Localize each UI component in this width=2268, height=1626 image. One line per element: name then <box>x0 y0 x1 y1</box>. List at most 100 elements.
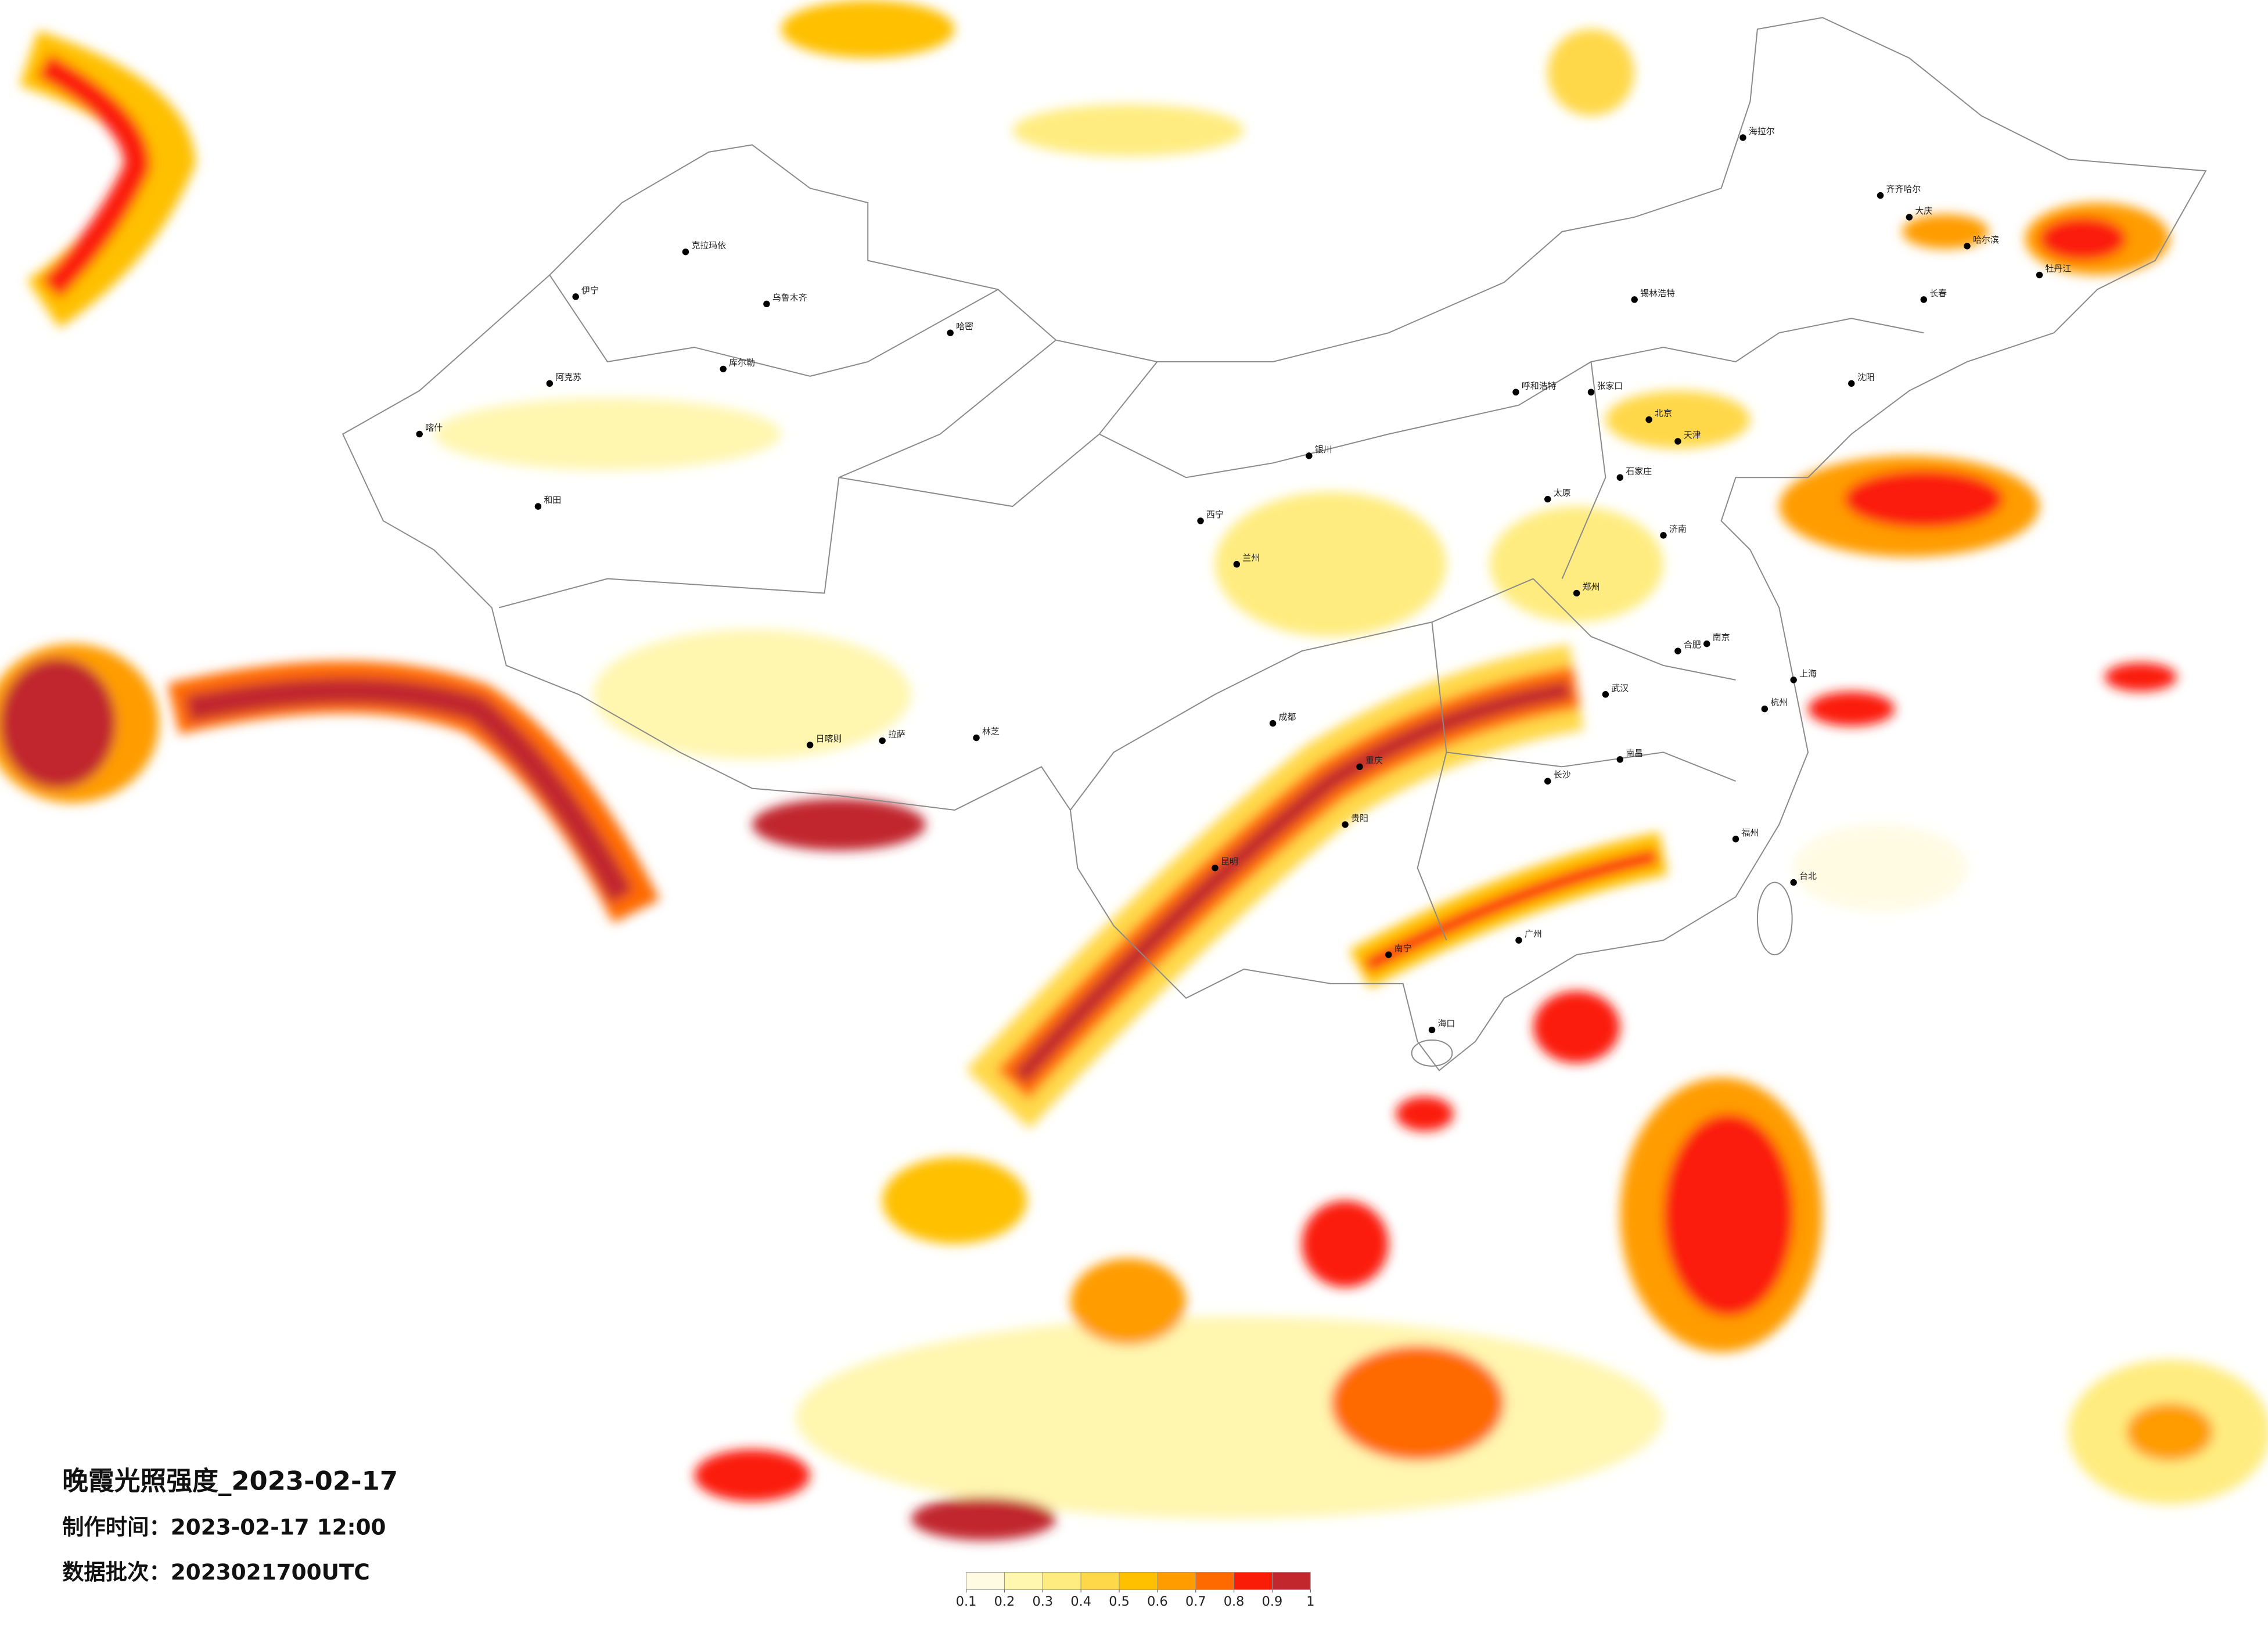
city-label: 张家口 <box>1597 380 1623 391</box>
city-dot <box>720 365 727 373</box>
legend-swatch <box>1157 1571 1196 1590</box>
legend-swatch <box>1234 1571 1273 1590</box>
city-label: 昆明 <box>1221 857 1238 867</box>
city-label: 北京 <box>1655 408 1672 419</box>
legend-tick-label: 0.9 <box>1262 1594 1283 1609</box>
legend-swatch <box>1195 1571 1235 1590</box>
city-dot <box>572 293 579 300</box>
city-label: 天津 <box>1684 430 1701 440</box>
city-dot <box>534 503 542 510</box>
legend-tick-label: 0.3 <box>1033 1594 1054 1609</box>
city-dot <box>1306 452 1313 459</box>
city-label: 大庆 <box>1915 206 1932 216</box>
city-dot <box>1342 821 1349 828</box>
made-time: 制作时间：2023-02-17 12:00 <box>62 1515 386 1540</box>
city-label: 郑州 <box>1583 581 1600 592</box>
city-dot <box>1587 388 1595 396</box>
city-label: 广州 <box>1525 929 1542 939</box>
city-label: 哈尔滨 <box>1973 235 1999 245</box>
city-dot <box>1515 937 1522 944</box>
legend-tick-label: 0.4 <box>1070 1594 1091 1609</box>
city-label: 南宁 <box>1394 943 1412 954</box>
city-label: 贵阳 <box>1351 813 1368 823</box>
city-dot <box>416 430 423 438</box>
city-label: 拉萨 <box>888 729 905 740</box>
map-title: 晚霞光照强度_2023-02-17 <box>62 1466 398 1497</box>
city-label: 西宁 <box>1206 509 1224 520</box>
city-dot <box>1674 438 1681 445</box>
city-dot <box>1732 836 1739 843</box>
city-dot <box>1356 763 1363 771</box>
city-dot <box>1269 720 1277 727</box>
city-label: 海拉尔 <box>1749 126 1775 136</box>
city-label: 沈阳 <box>1857 372 1875 382</box>
city-label: 银川 <box>1315 444 1332 455</box>
legend-tick-label: 0.8 <box>1224 1594 1245 1609</box>
legend-tick-label: 0.1 <box>956 1594 977 1609</box>
city-label: 太原 <box>1554 488 1571 498</box>
city-label: 和田 <box>544 495 561 505</box>
city-dot <box>1544 495 1551 503</box>
city-label: 福州 <box>1741 828 1759 838</box>
city-dot <box>546 380 553 387</box>
city-label: 长沙 <box>1554 769 1571 780</box>
city-label: 杭州 <box>1770 697 1788 708</box>
city-dot <box>1616 756 1624 763</box>
city-dot <box>1212 864 1219 872</box>
city-dot <box>1877 192 1884 199</box>
city-dot <box>1761 705 1769 713</box>
city-label: 长春 <box>1929 288 1947 298</box>
city-dot <box>973 734 980 742</box>
city-dot <box>806 742 814 749</box>
city-label: 济南 <box>1669 524 1687 534</box>
city-label: 喀什 <box>425 423 443 433</box>
city-label: 乌鲁木齐 <box>772 292 807 303</box>
city-label: 重庆 <box>1365 755 1383 765</box>
city-label: 库尔勒 <box>729 357 755 368</box>
city-dot <box>1906 214 1913 221</box>
city-dot <box>763 300 770 308</box>
legend-swatch <box>1080 1571 1120 1590</box>
city-dot <box>2036 271 2043 279</box>
city-dot <box>1790 677 1797 684</box>
city-label: 齐齐哈尔 <box>1886 184 1921 195</box>
legend-tick-label: 0.6 <box>1147 1594 1168 1609</box>
city-label: 伊宁 <box>581 285 599 296</box>
city-dot <box>1616 474 1624 481</box>
city-label: 阿克苏 <box>555 372 581 382</box>
city-dot <box>1544 778 1551 785</box>
legend-swatch <box>1271 1571 1311 1590</box>
city-dot <box>1631 296 1638 303</box>
city-label: 呼和浩特 <box>1522 380 1557 391</box>
city-dot <box>1660 532 1667 539</box>
data-batch: 数据批次：2023021700UTC <box>62 1559 370 1585</box>
city-dot <box>947 329 954 336</box>
city-label: 上海 <box>1799 668 1817 679</box>
legend-swatch <box>1004 1571 1043 1590</box>
city-label: 牡丹江 <box>2045 264 2071 274</box>
city-dot <box>1790 879 1797 886</box>
legend-swatch <box>966 1571 1005 1590</box>
city-dot <box>1674 647 1681 654</box>
legend-tick-label: 1 <box>1306 1594 1314 1609</box>
city-label: 兰州 <box>1242 553 1260 563</box>
city-dot <box>1739 134 1746 141</box>
city-dot <box>1602 691 1609 698</box>
city-label: 海口 <box>1437 1019 1455 1029</box>
city-label: 合肥 <box>1684 639 1701 650</box>
city-label: 克拉玛依 <box>691 240 726 251</box>
color-legend: 0.1 0.2 0.3 0.4 0.5 0.6 0.7 0.8 0.9 1 <box>956 1571 1314 1609</box>
city-label: 南昌 <box>1626 748 1643 758</box>
city-label: 日喀则 <box>816 733 842 744</box>
city-label: 台北 <box>1799 871 1817 882</box>
city-dot <box>1233 560 1241 568</box>
city-label: 南京 <box>1713 632 1730 643</box>
legend-swatch <box>1042 1571 1081 1590</box>
city-dot <box>1573 589 1580 597</box>
city-dot <box>1848 380 1855 387</box>
legend-swatch <box>1119 1571 1158 1590</box>
city-label: 锡林浩特 <box>1640 288 1675 298</box>
